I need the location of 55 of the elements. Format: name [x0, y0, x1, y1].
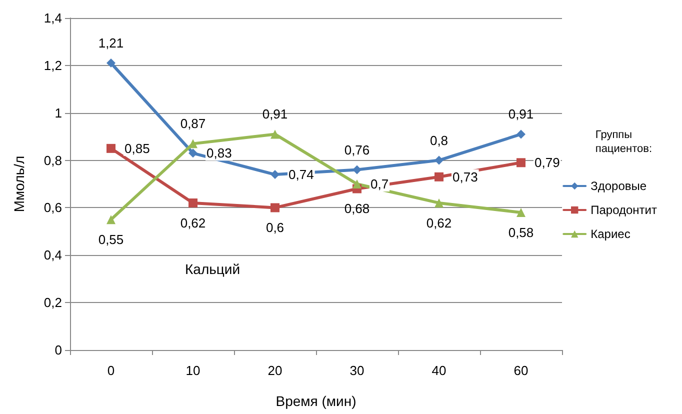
- y-tick-label: 0,8: [44, 152, 62, 168]
- point: [434, 198, 444, 208]
- data-label: 0,79: [534, 155, 560, 170]
- point: [434, 156, 444, 165]
- y-tick-label: 0,2: [44, 295, 62, 310]
- point: [434, 172, 444, 182]
- legend-label: Кариес: [590, 227, 630, 241]
- point: [270, 203, 280, 212]
- data-label: 0,76: [344, 142, 370, 158]
- data-label: 0,85: [124, 140, 150, 156]
- data-label: 0,74: [288, 167, 314, 182]
- x-tick-label: 20: [268, 363, 282, 378]
- data-label: 0,87: [180, 116, 206, 132]
- point: [188, 148, 198, 158]
- data-label: 0,91: [262, 106, 288, 122]
- y-axis-title: Ммоль/л: [11, 156, 27, 212]
- point: [106, 215, 116, 224]
- point: [352, 165, 362, 174]
- point: [188, 198, 198, 208]
- y-tick-label: 1,2: [44, 58, 62, 73]
- y-tick-label: 0: [54, 342, 62, 358]
- y-tick-label: 0,4: [44, 248, 62, 263]
- data-label: 0,83: [206, 146, 232, 161]
- data-label: 0,73: [452, 169, 478, 184]
- annotation: Кальций: [185, 261, 240, 277]
- point: [516, 208, 526, 217]
- x-tick-label: 0: [107, 363, 115, 378]
- point: [352, 180, 362, 188]
- point: [516, 130, 526, 139]
- data-label: 0,6: [266, 220, 284, 236]
- point: [270, 130, 280, 139]
- legend-title: Группы пациентов:: [595, 129, 652, 155]
- data-label: 1,21: [98, 36, 124, 51]
- point: [106, 144, 116, 153]
- data-label: 0,68: [344, 201, 370, 216]
- x-tick-label: 10: [186, 363, 200, 378]
- x-tick-label: 40: [432, 363, 446, 378]
- data-label: 0,7: [370, 176, 389, 192]
- x-tick-label: 30: [350, 363, 364, 378]
- x-axis-title: Время (мин): [276, 393, 356, 409]
- point: [106, 58, 116, 68]
- y-tick-label: 1: [54, 105, 62, 120]
- data-label: 0,62: [180, 215, 206, 230]
- point: [516, 158, 526, 168]
- data-label: 0,62: [426, 215, 452, 230]
- legend-label: Здоровые: [590, 179, 647, 193]
- data-label: 0,55: [98, 232, 124, 248]
- data-label: 0,8: [430, 132, 448, 148]
- y-tick-label: 1,4: [44, 10, 62, 26]
- y-tick-label: 0,6: [44, 200, 62, 216]
- point: [270, 170, 280, 180]
- x-tick-label: 60: [514, 363, 528, 378]
- data-label: 0,91: [508, 106, 534, 122]
- legend-label: Пародонтит: [590, 203, 658, 217]
- data-label: 0,58: [508, 224, 534, 240]
